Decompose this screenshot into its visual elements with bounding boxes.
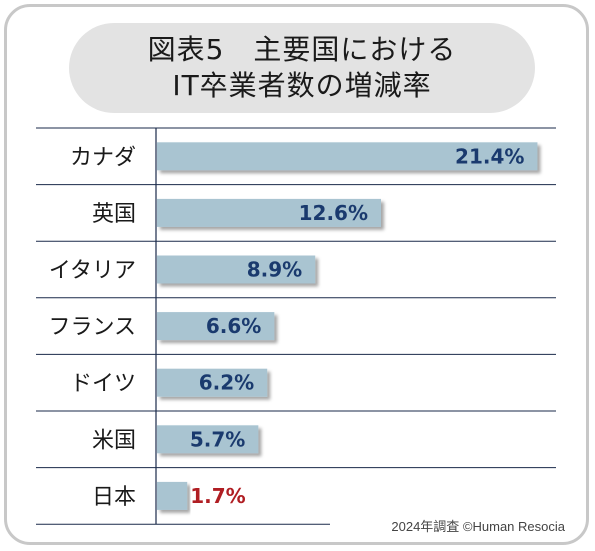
category-label: フランス [48,315,136,340]
value-label: 8.9% [247,258,302,282]
category-label: ドイツ [70,372,136,397]
chart-title-line-2: IT卒業者数の増減率 [172,69,432,102]
value-label: 6.6% [206,314,261,338]
bar [157,198,381,227]
category-label: カナダ [70,145,136,170]
category-label: 米国 [92,428,136,453]
bar [157,255,316,284]
value-label: 12.6% [299,201,368,225]
category-label: イタリア [49,259,136,284]
category-label: 日本 [92,485,136,510]
bar [157,312,275,341]
chart-title-line-1: 図表5 主要国における [147,33,457,66]
bar [157,142,538,171]
bar [157,425,259,454]
value-label: 5.7% [190,427,245,451]
chart-title-box: 図表5 主要国における IT卒業者数の増減率 [69,23,535,113]
value-label: 1.7% [190,484,245,508]
value-label: 6.2% [199,371,254,395]
category-label: 英国 [92,202,136,227]
value-label: 21.4% [455,144,524,168]
chart-frame: 図表5 主要国における IT卒業者数の増減率 [4,4,589,545]
bar [157,368,268,397]
source-note: 2024年調査 ©Human Resocia [391,519,565,534]
bar [157,481,188,510]
